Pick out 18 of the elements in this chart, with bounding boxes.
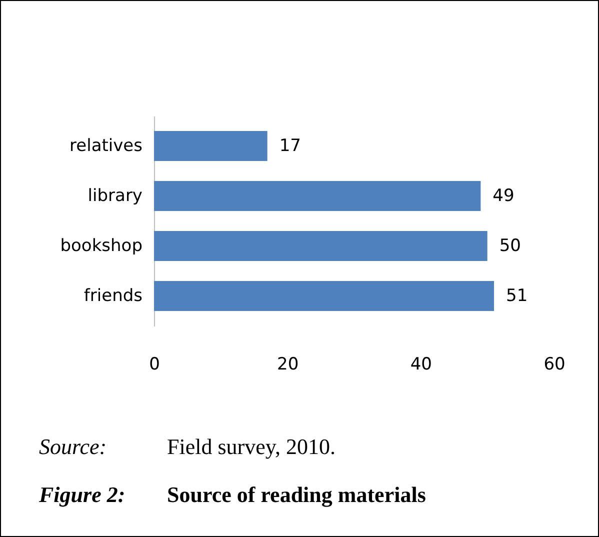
text: Source: Field survey, 2010. (39, 434, 336, 459)
data-label: 17 (279, 136, 301, 156)
y-tick-label: library (88, 186, 142, 206)
x-tick-label: 0 (149, 354, 160, 374)
chart-title: Figure 2: Source of reading materials (39, 482, 426, 507)
y-tick-label: relatives (70, 136, 143, 156)
x-tick-label: 60 (544, 354, 566, 374)
y-tick-label: bookshop (60, 236, 142, 256)
bar (154, 281, 494, 311)
x-tick-label: 40 (410, 354, 432, 374)
data-label: 51 (506, 286, 528, 306)
bar (154, 181, 481, 211)
bar (154, 131, 268, 161)
data-label: 49 (492, 186, 514, 206)
y-tick-label: friends (84, 286, 143, 306)
x-tick-label: 20 (277, 354, 299, 374)
data-label: 50 (499, 236, 521, 256)
bar (154, 231, 488, 261)
